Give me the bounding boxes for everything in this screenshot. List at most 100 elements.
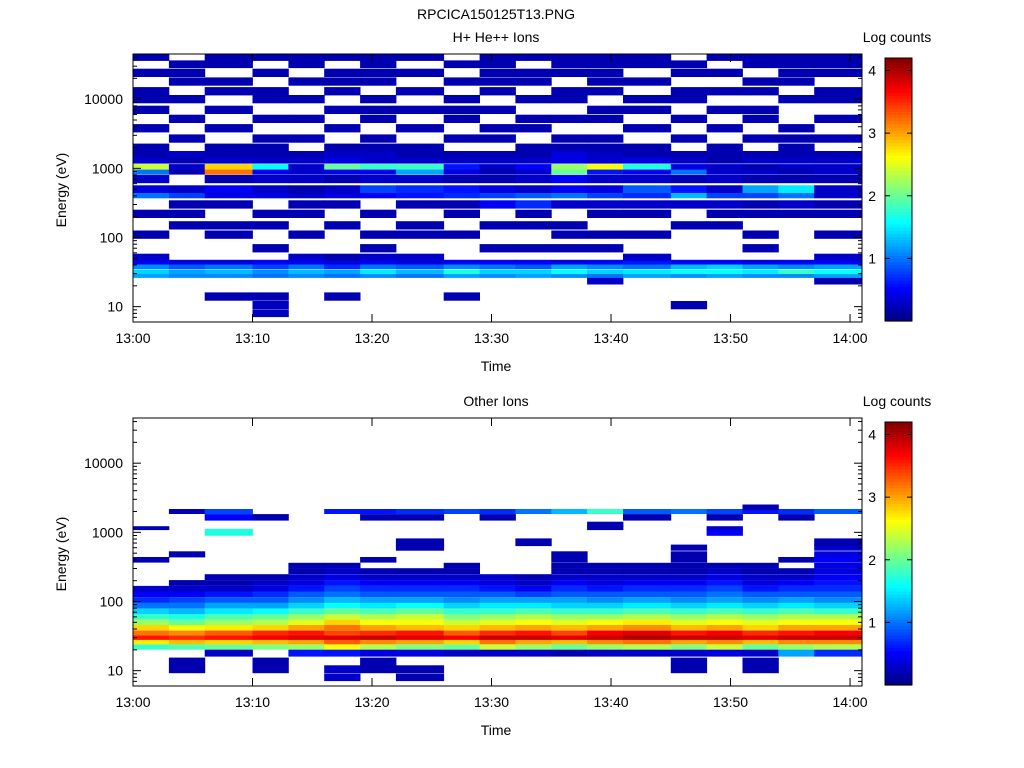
- heatmap-cell: [168, 190, 206, 199]
- heatmap-cell: [324, 105, 361, 114]
- colorbar-segment: [885, 70, 912, 75]
- heatmap-cell: [443, 630, 480, 636]
- heatmap-cell: [623, 157, 672, 164]
- x-tick-label: 14:00: [833, 330, 868, 346]
- heatmap-cell: [551, 619, 588, 625]
- heatmap-cell: [479, 624, 516, 631]
- colorbar-segment: [885, 641, 912, 645]
- heatmap-cell: [742, 190, 779, 199]
- heatmap-cell: [778, 60, 815, 69]
- heatmap-cell: [479, 168, 516, 175]
- heatmap-cell: [515, 114, 552, 123]
- colorbar-segment: [885, 531, 912, 536]
- heatmap-cell: [324, 602, 361, 609]
- heatmap-cell: [551, 597, 588, 603]
- heatmap-cell: [443, 624, 480, 631]
- heatmap-cell: [252, 630, 289, 636]
- heatmap-cell: [168, 273, 206, 278]
- heatmap-cell: [706, 143, 743, 152]
- heatmap-cell: [252, 574, 289, 581]
- heatmap-cell: [742, 230, 779, 239]
- heatmap-cell: [252, 151, 289, 158]
- heatmap-cell: [670, 597, 708, 603]
- heatmap-cell: [204, 585, 253, 592]
- colorbar-segment: [885, 317, 912, 322]
- colorbar-segment: [885, 494, 912, 498]
- heatmap-cell: [778, 264, 815, 269]
- heatmap-cell: [479, 608, 516, 615]
- colorbar-segment: [885, 484, 912, 489]
- heatmap-cell: [587, 259, 624, 265]
- heatmap-cell: [742, 77, 779, 86]
- heatmap-cell: [168, 635, 206, 640]
- heatmap-cell: [168, 619, 206, 625]
- heatmap-cell: [623, 200, 672, 209]
- heatmap-cell: [204, 264, 253, 269]
- heatmap-cell: [515, 273, 552, 278]
- heatmap-cell: [288, 264, 325, 269]
- colorbar-segment: [885, 295, 912, 300]
- heatmap-cell: [360, 269, 397, 274]
- colorbar-segment: [885, 98, 912, 103]
- colorbar-segment: [885, 634, 912, 639]
- heatmap-cell: [551, 157, 588, 164]
- heatmap-cell: [168, 624, 206, 631]
- heatmap-cell: [288, 591, 325, 598]
- heatmap-cell: [204, 105, 253, 114]
- y-axis-ticks: 10 100 1000 10000: [84, 57, 862, 323]
- heatmap-cell: [133, 635, 170, 640]
- heatmap-cell: [443, 134, 480, 143]
- colorbar-segment: [885, 616, 912, 620]
- colorbar-segment: [885, 248, 912, 253]
- heatmap-cell: [133, 174, 170, 184]
- colorbar-tick-label: 3: [868, 489, 876, 505]
- heatmap-cell: [778, 77, 815, 86]
- heatmap-cell: [670, 608, 708, 615]
- heatmap-cell: [204, 190, 253, 199]
- heatmap-cell: [395, 614, 445, 620]
- y-axis-label: Energy (eV): [53, 517, 69, 592]
- colorbar-segment: [885, 422, 912, 426]
- colorbar-segment: [885, 267, 912, 272]
- heatmap-cell: [395, 168, 445, 175]
- heatmap-cell: [324, 644, 361, 650]
- heatmap-cell: [252, 87, 289, 96]
- heatmap-cell: [324, 624, 361, 631]
- heatmap-cell: [623, 60, 672, 69]
- colorbar-segment: [885, 534, 912, 539]
- heatmap-cell: [623, 614, 672, 620]
- heatmap-cell: [551, 562, 588, 569]
- heatmap-cell: [515, 143, 552, 152]
- heatmap-cell: [133, 168, 170, 175]
- heatmap-cell: [706, 174, 743, 184]
- heatmap-cell: [443, 574, 480, 581]
- heatmap-cell: [670, 568, 708, 574]
- heatmap-cell: [395, 264, 445, 269]
- heatmap-cell: [443, 95, 480, 104]
- heatmap-cell: [395, 269, 445, 274]
- heatmap-cell: [587, 585, 624, 592]
- heatmap-cell: [395, 568, 445, 574]
- heatmap-cell: [515, 157, 552, 164]
- heatmap-cell: [324, 174, 361, 184]
- heatmap-cell: [133, 614, 170, 620]
- colorbar-segment: [885, 176, 912, 181]
- heatmap-cell: [252, 301, 289, 310]
- heatmap-cell: [168, 60, 206, 69]
- heatmap-cell: [587, 597, 624, 603]
- heatmap-cell: [479, 585, 516, 592]
- colorbar-segment: [885, 108, 912, 112]
- heatmap-cell: [623, 190, 672, 199]
- heatmap-cell: [288, 114, 325, 123]
- heatmap-cell: [778, 259, 815, 265]
- colorbar-segment: [885, 431, 912, 436]
- colorbar-segment: [885, 572, 912, 577]
- colorbar-segment: [885, 130, 912, 134]
- colorbar-segment: [885, 481, 912, 486]
- colorbar-segment: [885, 83, 912, 87]
- heatmap-cell: [479, 105, 516, 114]
- heatmap-cell: [324, 124, 361, 133]
- colorbar-segment: [885, 625, 912, 630]
- heatmap-cell: [670, 269, 708, 274]
- heatmap-cell: [814, 624, 863, 631]
